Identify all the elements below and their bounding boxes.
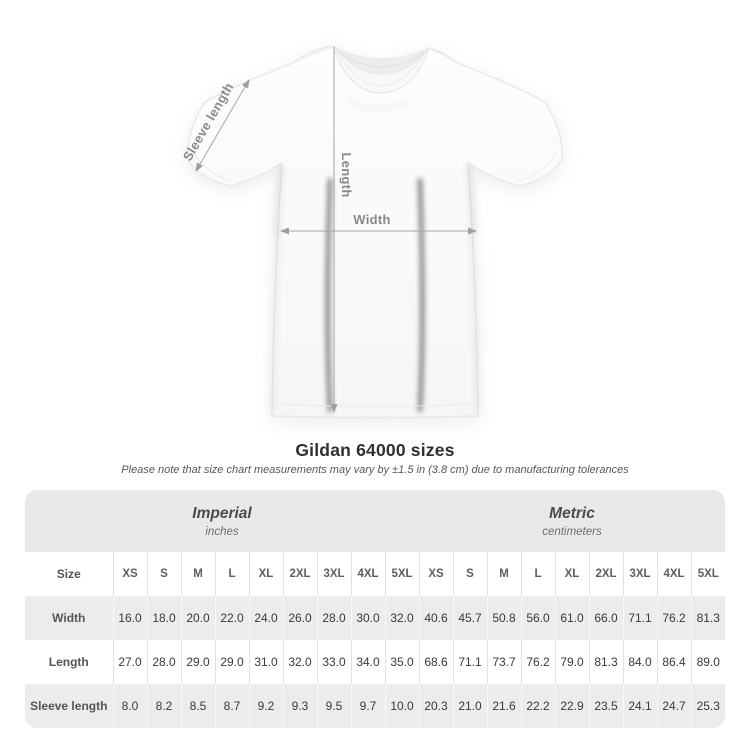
size-column-header: 3XL — [316, 552, 351, 596]
measurement-value: 79.0 — [554, 640, 589, 684]
size-column-title: Size — [25, 552, 113, 596]
measurement-value: 26.0 — [282, 596, 317, 640]
measurement-value: 9.5 — [316, 684, 351, 728]
size-column-header: L — [520, 552, 555, 596]
size-chart: Imperial inches Metric centimeters Size … — [25, 490, 725, 728]
measurement-value: 29.0 — [180, 640, 215, 684]
measurement-value: 9.7 — [350, 684, 385, 728]
size-column-header: 4XL — [656, 552, 691, 596]
measurement-value: 34.0 — [350, 640, 385, 684]
measurement-value: 20.3 — [418, 684, 453, 728]
measurement-value: 25.3 — [690, 684, 725, 728]
unit-group-metric: Metric centimeters — [419, 490, 725, 552]
size-column-header: 5XL — [384, 552, 419, 596]
measurement-value: 71.1 — [622, 596, 657, 640]
measurement-value: 35.0 — [384, 640, 419, 684]
measurement-value: 56.0 — [520, 596, 555, 640]
measurement-value: 24.0 — [248, 596, 283, 640]
measurement-value: 16.0 — [112, 596, 147, 640]
size-column-header: XL — [554, 552, 589, 596]
measurement-value: 84.0 — [622, 640, 657, 684]
size-header-row: Size XS S M L XL 2XL 3XL 4XL 5XL XS S M L XL 2XL 3XL 4XL… — [25, 552, 725, 596]
tolerance-note: Please note that size chart measurements… — [121, 464, 629, 476]
tshirt-image — [187, 45, 563, 419]
measurement-value: 61.0 — [554, 596, 589, 640]
measurement-value: 24.7 — [656, 684, 691, 728]
measurement-value: 22.0 — [214, 596, 249, 640]
tshirt-measurement-diagram: Sleeve length Length Width — [180, 45, 563, 419]
measurement-value: 45.7 — [452, 596, 487, 640]
measurement-value: 50.8 — [486, 596, 521, 640]
measurement-value: 76.2 — [656, 596, 691, 640]
size-column-header: XS — [112, 552, 147, 596]
measurement-value: 30.0 — [350, 596, 385, 640]
unit-group-label-metric: Metric — [549, 504, 595, 522]
measurement-value: 23.5 — [588, 684, 623, 728]
measurement-value: 66.0 — [588, 596, 623, 640]
measurement-value: 8.0 — [112, 684, 147, 728]
measurement-value: 8.7 — [214, 684, 249, 728]
measurement-value: 76.2 — [520, 640, 555, 684]
measurement-value: 81.3 — [690, 596, 725, 640]
measurement-value: 18.0 — [146, 596, 181, 640]
measurement-value: 68.6 — [418, 640, 453, 684]
unit-group-row: Imperial inches Metric centimeters — [25, 490, 725, 552]
size-column-header: 4XL — [350, 552, 385, 596]
measurement-row: Length 27.0 28.0 29.0 29.0 31.0 32.0 33.0 34.0 35… — [25, 640, 725, 684]
measurement-value: 21.0 — [452, 684, 487, 728]
size-column-header: S — [452, 552, 487, 596]
measurement-row: Sleeve length 8.0 8.2 8.5 8.7 9.2 9.3 9.5 9.7 10.… — [25, 684, 725, 728]
measurement-value: 24.1 — [622, 684, 657, 728]
unit-group-label-imperial: Imperial — [192, 504, 252, 522]
measurement-value: 81.3 — [588, 640, 623, 684]
width-label: Width — [353, 212, 390, 227]
size-column-header: M — [180, 552, 215, 596]
measurement-value: 40.6 — [418, 596, 453, 640]
measurement-value: 10.0 — [384, 684, 419, 728]
page-title: Gildan 64000 sizes — [295, 440, 455, 460]
size-column-header: 3XL — [622, 552, 657, 596]
measurement-value: 9.2 — [248, 684, 283, 728]
sleeve-length-arrow — [195, 79, 250, 172]
size-column-header: XS — [418, 552, 453, 596]
measurement-value: 29.0 — [214, 640, 249, 684]
unit-group-sublabel-metric: centimeters — [542, 525, 602, 538]
size-column-header: S — [146, 552, 181, 596]
measurement-value: 31.0 — [248, 640, 283, 684]
size-column-header: L — [214, 552, 249, 596]
size-column-header: M — [486, 552, 521, 596]
size-chart-table: Imperial inches Metric centimeters Size … — [25, 490, 725, 728]
measurement-value: 33.0 — [316, 640, 351, 684]
size-column-header: 2XL — [588, 552, 623, 596]
measurement-value: 71.1 — [452, 640, 487, 684]
size-column-header: 5XL — [690, 552, 725, 596]
measurement-value: 9.3 — [282, 684, 317, 728]
measurement-value: 20.0 — [180, 596, 215, 640]
unit-group-imperial: Imperial inches — [25, 490, 419, 552]
size-chart-body: Width 16.0 18.0 20.0 22.0 24.0 26.0 28.0 30.0 32.… — [25, 596, 725, 728]
measurement-value: 73.7 — [486, 640, 521, 684]
measurement-value: 32.0 — [384, 596, 419, 640]
measurement-row: Width 16.0 18.0 20.0 22.0 24.0 26.0 28.0 30.0 32.… — [25, 596, 725, 640]
measurement-label: Length — [48, 655, 89, 669]
measurement-value: 28.0 — [316, 596, 351, 640]
measurement-value: 86.4 — [656, 640, 691, 684]
measurement-label: Sleeve length — [25, 684, 113, 728]
measurement-value: 32.0 — [282, 640, 317, 684]
measurement-value: 89.0 — [690, 640, 725, 684]
measurement-value: 28.0 — [146, 640, 181, 684]
size-column-header: 2XL — [282, 552, 317, 596]
length-label: Length — [339, 152, 354, 197]
measurement-value: 8.5 — [180, 684, 215, 728]
measurement-annotations — [195, 47, 477, 413]
measurement-value: 27.0 — [112, 640, 147, 684]
measurement-value: 22.9 — [554, 684, 589, 728]
unit-group-sublabel-imperial: inches — [205, 525, 239, 538]
measurement-value: 8.2 — [146, 684, 181, 728]
measurement-value: 22.2 — [520, 684, 555, 728]
size-column-header: XL — [248, 552, 283, 596]
measurement-label: Width — [25, 596, 113, 640]
measurement-value: 21.6 — [486, 684, 521, 728]
